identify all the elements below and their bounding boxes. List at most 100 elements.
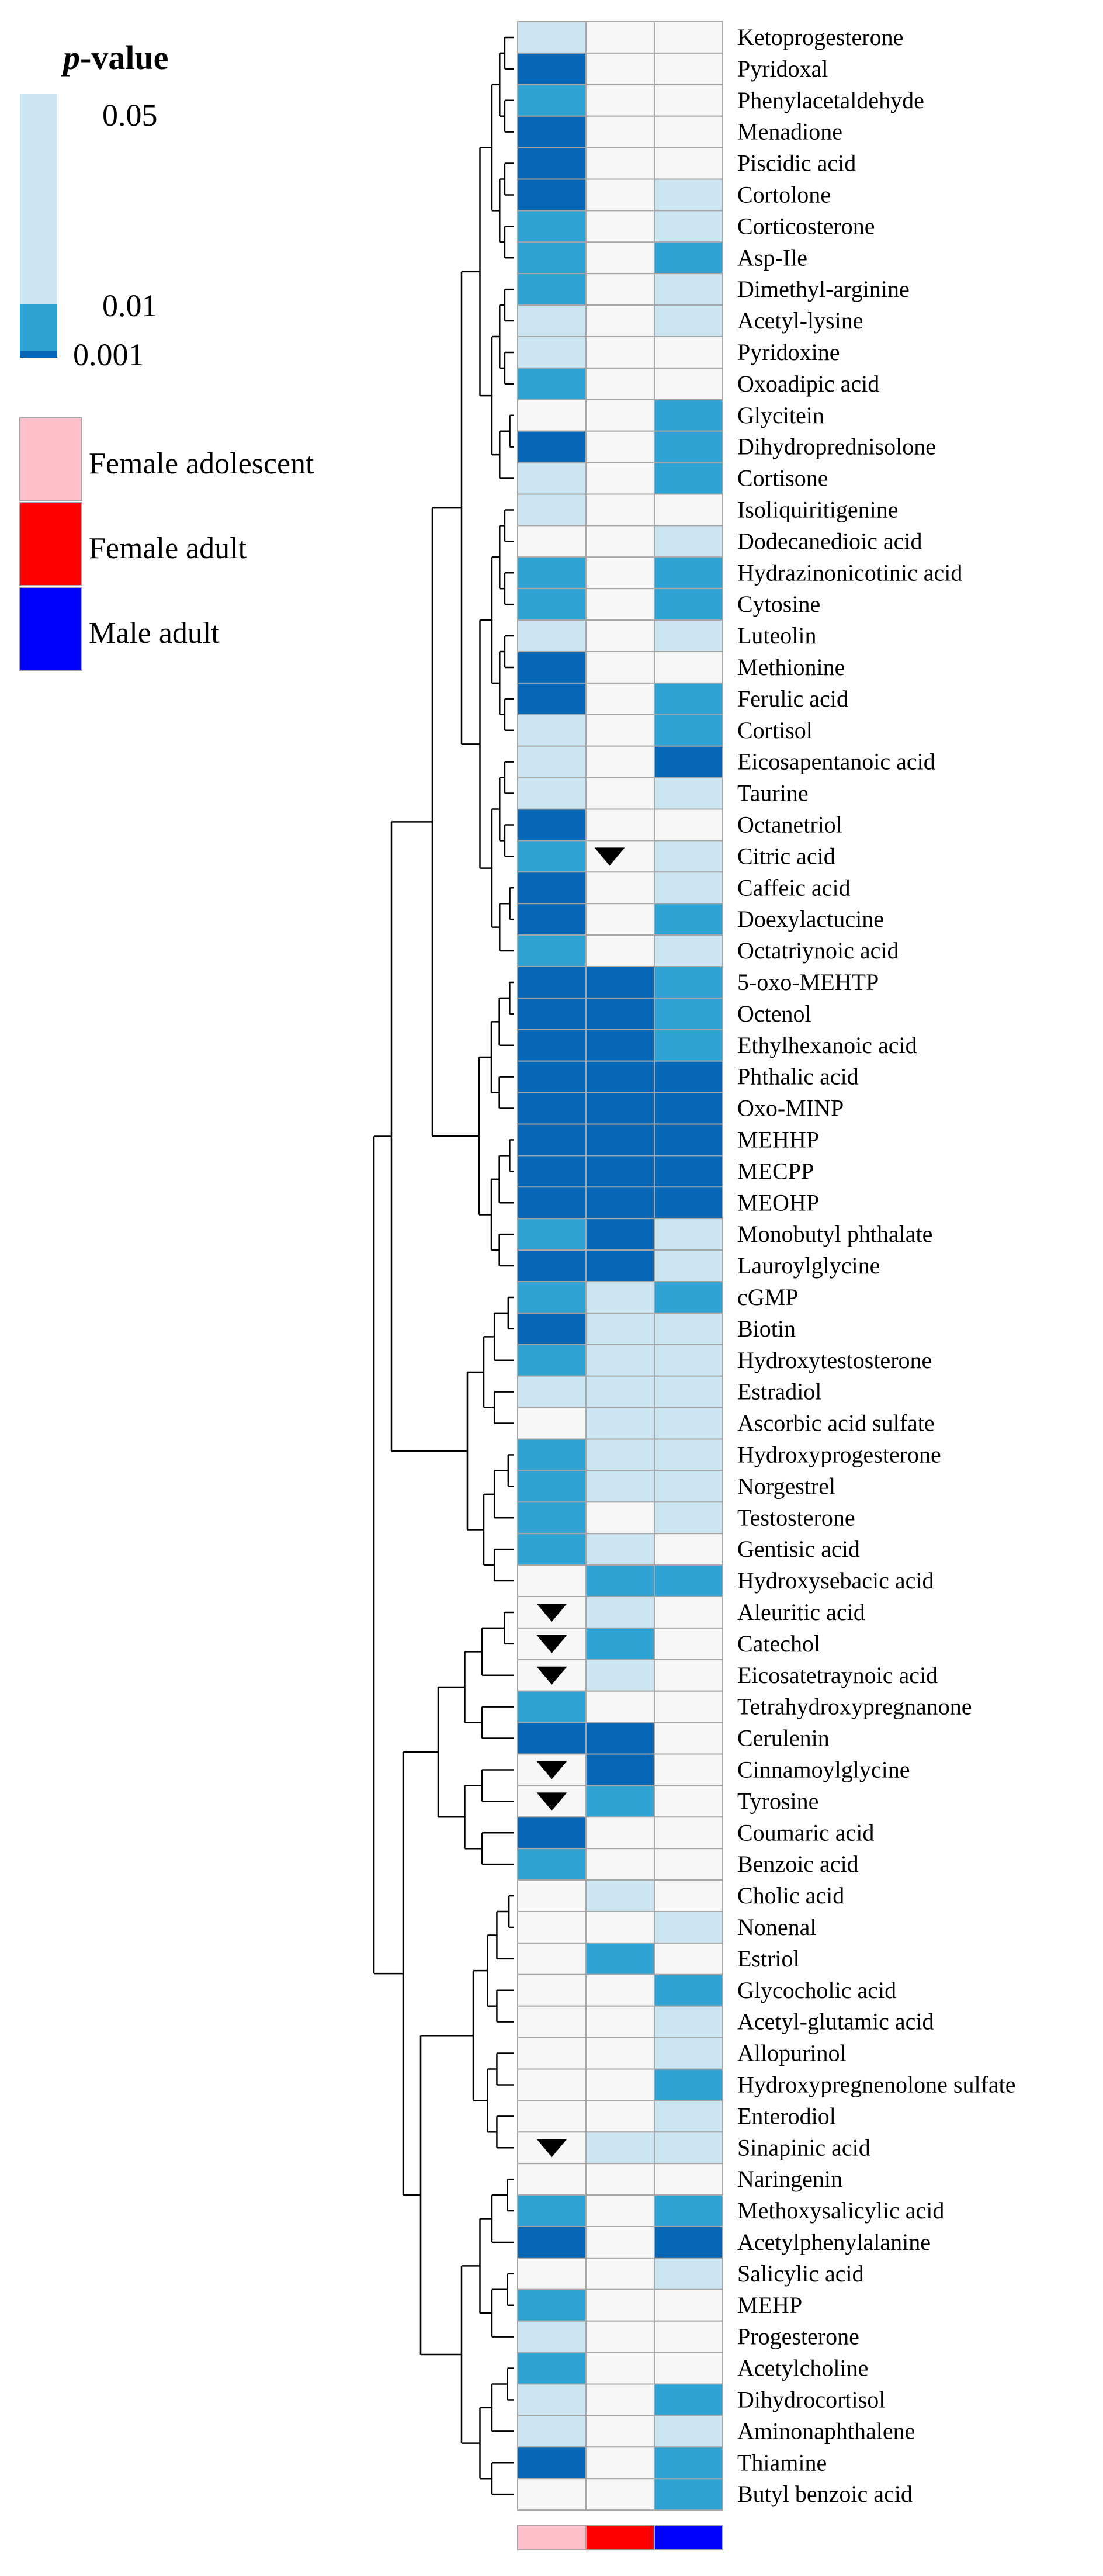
cell-25-2 [654,808,723,842]
cell-10-0 [517,336,587,369]
cell-49-1 [585,1564,655,1598]
cell-47-2 [654,1501,723,1535]
cell-75-1 [585,2383,655,2416]
cell-73-0 [517,2320,587,2353]
row-label-61: Estriol [737,1945,800,1972]
cell-8-1 [585,273,655,306]
row-labels: Ketoprogesterone Pyridoxal Phenylacetaldeh… [737,24,1016,2507]
row-label-59: Cholic acid [737,1882,844,1909]
cell-71-2 [654,2257,723,2290]
cell-45-0 [517,1438,587,1471]
cell-11-0 [517,367,587,400]
row-label-39: Lauroylglycine [737,1252,880,1279]
row-label-19: Luteolin [737,622,817,649]
cell-29-0 [517,934,587,967]
cell-1-1 [585,52,655,85]
cell-3-1 [585,115,655,148]
row-label-2: Phenylacetaldehyde [737,87,924,113]
cell-24-1 [585,777,655,810]
cell-38-0 [517,1218,587,1251]
group-bar-0 [517,2525,587,2551]
cell-5-1 [585,178,655,212]
cell-20-2 [654,651,723,684]
row-label-67: Sinapinic acid [737,2134,870,2160]
cell-36-0 [517,1155,587,1188]
cell-48-2 [654,1533,723,1566]
cell-55-2 [654,1753,723,1786]
group-bar-2 [654,2525,723,2551]
cell-57-1 [585,1816,655,1850]
cell-46-0 [517,1470,587,1503]
legend-title-p: p [60,39,80,77]
row-label-52: Eicosatetraynoic acid [737,1662,938,1688]
row-label-45: Hydroxyprogesterone [737,1441,941,1467]
cell-69-1 [585,2194,655,2228]
cell-2-1 [585,84,655,117]
row-label-54: Cerulenin [737,1725,830,1751]
cell-2-2 [654,84,723,117]
cell-47-1 [585,1501,655,1535]
scale-label-005: 0.05 [102,98,158,133]
row-label-16: Dodecanedioic acid [737,528,922,554]
cell-35-0 [517,1123,587,1157]
cell-71-0 [517,2257,587,2290]
cell-17-2 [654,556,723,590]
row-label-8: Dimethyl-arginine [737,276,910,302]
row-label-72: MEHP [737,2292,802,2318]
row-label-49: Hydroxysebacic acid [737,1567,934,1594]
cell-3-2 [654,115,723,148]
decrease-marker-50-0 [536,1603,567,1622]
cell-34-0 [517,1092,587,1125]
cell-47-0 [517,1501,587,1535]
row-label-21: Ferulic acid [737,685,848,712]
group-label-female-adolescent: Female adolescent [89,447,314,480]
cell-10-2 [654,336,723,369]
cell-11-2 [654,367,723,400]
row-label-48: Gentisic acid [737,1536,860,1562]
cell-55-1 [585,1753,655,1786]
row-label-56: Tyrosine [737,1788,818,1814]
row-label-64: Allopurinol [737,2040,847,2066]
cell-62-2 [654,1973,723,2007]
cell-46-2 [654,1470,723,1503]
cell-12-0 [517,399,587,432]
row-label-1: Pyridoxal [737,56,828,82]
cell-31-1 [585,997,655,1030]
row-label-60: Nonenal [737,1914,817,1940]
cell-13-1 [585,430,655,463]
cell-26-2 [654,840,723,873]
cell-74-0 [517,2352,587,2385]
row-label-35: MEHHP [737,1126,819,1152]
cell-19-2 [654,619,723,652]
cell-54-0 [517,1722,587,1755]
cell-59-2 [654,1879,723,1913]
scale-label-001: 0.01 [102,288,158,323]
row-label-57: Coumaric acid [737,1819,874,1846]
cell-1-2 [654,52,723,85]
cell-45-1 [585,1438,655,1471]
heatmap-cells [517,21,723,2511]
cell-43-1 [585,1375,655,1408]
row-label-77: Thiamine [737,2449,827,2475]
cell-28-0 [517,903,587,936]
cell-3-0 [517,115,587,148]
cell-45-2 [654,1438,723,1471]
row-label-50: Aleuritic acid [737,1599,865,1625]
cell-58-1 [585,1848,655,1881]
decrease-marker-55-0 [536,1761,567,1779]
decrease-marker-56-0 [536,1792,567,1811]
cell-16-2 [654,525,723,558]
cell-2-0 [517,84,587,117]
cell-73-1 [585,2320,655,2353]
row-label-51: Catechol [737,1630,820,1657]
cell-64-2 [654,2037,723,2070]
row-label-12: Glycitein [737,402,824,428]
cell-65-2 [654,2068,723,2101]
cell-49-0 [517,1564,587,1598]
cell-51-2 [654,1627,723,1660]
row-label-55: Cinnamoylglycine [737,1756,910,1782]
cell-63-2 [654,2005,723,2038]
cell-9-1 [585,304,655,337]
cell-6-0 [517,210,587,243]
cell-36-1 [585,1155,655,1188]
